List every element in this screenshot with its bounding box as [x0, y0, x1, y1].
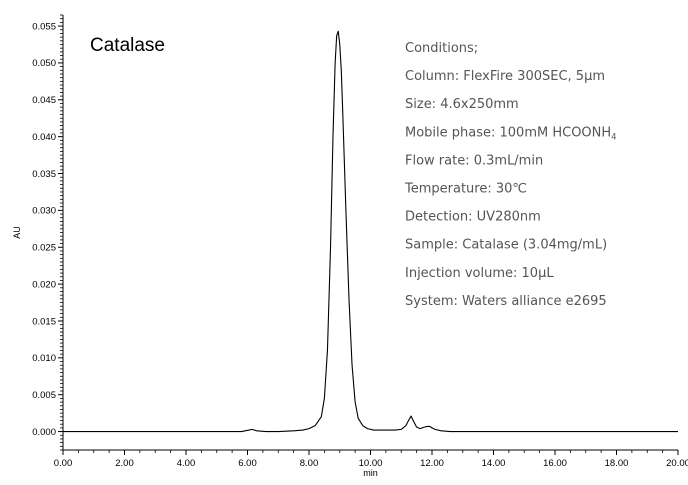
condition-line: Flow rate: 0.3mL/min — [405, 153, 543, 168]
y-tick-label: 0.020 — [32, 279, 56, 290]
x-axis-title: min — [363, 468, 378, 478]
condition-text: Flow rate: 0.3mL/min — [405, 153, 543, 168]
chart-title: Catalase — [90, 35, 165, 56]
x-tick-label: 0.00 — [54, 458, 73, 469]
y-tick-label: 0.050 — [32, 58, 56, 69]
condition-text: System: Waters alliance e2695 — [405, 294, 607, 309]
x-tick-label: 14.00 — [482, 458, 506, 469]
condition-subscript: 4 — [611, 132, 616, 142]
condition-line: Sample: Catalase (3.04mg/mL) — [405, 238, 607, 253]
condition-text: Detection: UV280nm — [405, 210, 541, 225]
condition-text: Injection volume: 10μL — [405, 266, 554, 281]
condition-line: Injection volume: 10μL — [405, 266, 554, 281]
y-axis-title: AU — [12, 226, 22, 239]
condition-line: Conditions; — [405, 41, 478, 56]
condition-text: Mobile phase: 100mM HCOONH — [405, 125, 611, 140]
x-tick-label: 8.00 — [300, 458, 319, 469]
condition-text: Size: 4.6x250mm — [405, 97, 519, 112]
y-tick-label: 0.025 — [32, 243, 56, 254]
y-tick-label: 0.000 — [32, 427, 56, 438]
y-tick-label: 0.015 — [32, 316, 56, 327]
y-tick-label: 0.040 — [32, 132, 56, 143]
y-tick-label: 0.035 — [32, 169, 56, 180]
y-tick-label: 0.045 — [32, 95, 56, 106]
x-tick-label: 16.00 — [543, 458, 567, 469]
x-tick-label: 6.00 — [238, 458, 257, 469]
x-tick-label: 20.00 — [666, 458, 688, 469]
condition-text: Sample: Catalase (3.04mg/mL) — [405, 238, 607, 253]
y-tick-label: 0.005 — [32, 390, 56, 401]
condition-text: Temperature: 30℃ — [404, 182, 527, 197]
axes: 0.000 0.005 0.010 0.015 0.020 0.025 0.030 0.035… — [32, 14, 688, 469]
condition-text: Column: FlexFire 300SEC, 5μm — [405, 69, 605, 84]
chromatogram-trace — [63, 30, 678, 433]
x-tick-label: 4.00 — [177, 458, 196, 469]
y-tick-label: 0.055 — [32, 21, 56, 32]
y-tick-label: 0.030 — [32, 206, 56, 217]
conditions-annotation: Conditions; Column: FlexFire 300SEC, 5μm S… — [404, 41, 617, 309]
x-tick-label: 2.00 — [115, 458, 134, 469]
condition-line: System: Waters alliance e2695 — [405, 294, 607, 309]
x-tick-label: 12.00 — [420, 458, 444, 469]
condition-line: Column: FlexFire 300SEC, 5μm — [405, 69, 605, 84]
condition-line: Detection: UV280nm — [405, 210, 541, 225]
condition-line: Size: 4.6x250mm — [405, 97, 519, 112]
condition-line: Temperature: 30℃ — [404, 182, 527, 197]
condition-text: Conditions; — [405, 41, 478, 56]
y-tick-label: 0.010 — [32, 353, 56, 364]
condition-line: Mobile phase: 100mM HCOONH4 — [405, 125, 617, 142]
x-tick-label: 10.00 — [359, 458, 383, 469]
x-tick-label: 18.00 — [605, 458, 629, 469]
